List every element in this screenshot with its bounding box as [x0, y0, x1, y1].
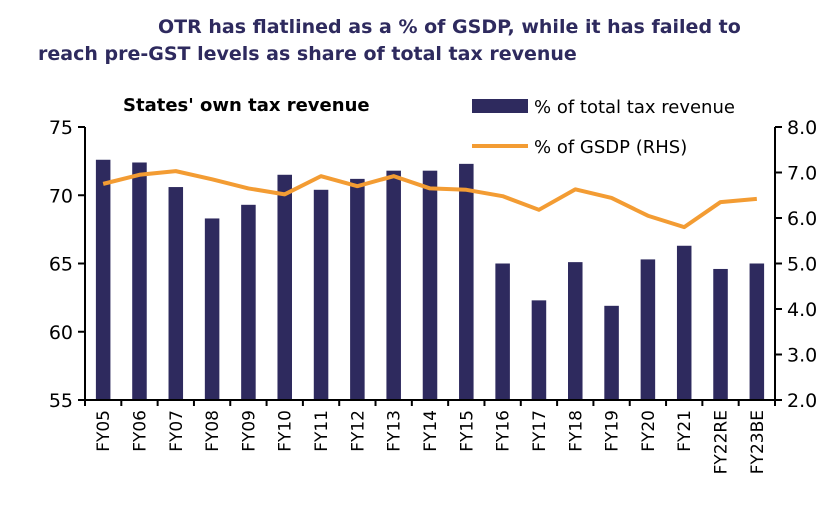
bar-FY21	[676, 245, 692, 400]
bar-FY14	[422, 170, 438, 400]
bar-FY10	[277, 174, 292, 400]
x-tick-label: FY20	[639, 410, 659, 452]
bar-FY15	[459, 163, 474, 400]
bar-FY07	[168, 187, 184, 400]
x-tick-label: FY22RE	[712, 410, 732, 474]
left-tick-label: 70	[49, 185, 73, 207]
headline-line-2: reach pre-GST levels as share of total t…	[38, 43, 577, 65]
x-tick-label: FY17	[530, 410, 550, 452]
x-tick-label: FY14	[421, 410, 441, 452]
bar-FY11	[313, 189, 329, 400]
x-tick-label: FY21	[675, 410, 695, 452]
x-tick-label: FY05	[94, 410, 114, 452]
x-tick-label: FY18	[566, 410, 586, 452]
x-tick-label: FY11	[312, 410, 332, 452]
headline-line-1: OTR has flatlined as a % of GSDP, while …	[158, 16, 741, 38]
x-tick-label: FY19	[603, 410, 623, 452]
right-tick-label: 2.0	[787, 390, 817, 412]
legend-bar-label: % of total tax revenue	[534, 97, 735, 118]
x-tick-label: FY12	[348, 410, 368, 452]
x-tick-label: FY07	[167, 410, 187, 452]
line-series	[102, 169, 758, 230]
x-tick-label: FY08	[203, 410, 223, 452]
bar-FY16	[495, 263, 510, 400]
x-tick-label: FY10	[276, 410, 296, 452]
bar-FY08	[204, 218, 220, 400]
x-tick-label: FY09	[239, 410, 259, 452]
bar-FY12	[350, 178, 365, 400]
bar-series	[95, 159, 765, 400]
chart-headline: OTR has flatlined as a % of GSDP, while …	[38, 14, 838, 68]
bar-FY13	[386, 170, 401, 400]
legend: % of total tax revenue % of GSDP (RHS)	[472, 97, 735, 158]
x-tick-label: FY23BE	[748, 410, 768, 474]
bar-FY05	[95, 159, 111, 400]
bar-FY09	[241, 204, 256, 400]
left-tick-label: 75	[49, 117, 73, 139]
bar-FY23BE	[749, 263, 765, 400]
right-tick-label: 8.0	[787, 117, 817, 139]
right-tick-label: 3.0	[787, 345, 817, 367]
bar-FY19	[604, 305, 619, 400]
x-tick-label: FY15	[457, 410, 477, 452]
bar-FY06	[132, 162, 147, 400]
left-tick-label: 65	[49, 254, 73, 276]
bar-FY22RE	[713, 268, 728, 400]
axes: 55 60 65 70 75 2.0 3.0 4.0 5.0 6.0 7.0 8.0 FY05 FY06 F…	[49, 117, 817, 474]
left-tick-label: 60	[49, 322, 73, 344]
right-tick-label: 4.0	[787, 299, 817, 321]
legend-line-label: % of GSDP (RHS)	[534, 137, 687, 158]
bar-FY17	[531, 300, 547, 400]
right-tick-label: 6.0	[787, 208, 817, 230]
x-tick-label: FY06	[130, 410, 150, 452]
bar-FY20	[640, 259, 656, 400]
legend-bar-swatch	[472, 99, 528, 113]
chart-subtitle: States' own tax revenue	[123, 95, 370, 116]
left-tick-label: 55	[49, 390, 73, 412]
x-tick-label: FY13	[385, 410, 405, 452]
x-tick-label: FY16	[494, 410, 514, 452]
right-tick-label: 5.0	[787, 254, 817, 276]
bar-FY18	[568, 262, 583, 400]
right-tick-label: 7.0	[787, 163, 817, 185]
